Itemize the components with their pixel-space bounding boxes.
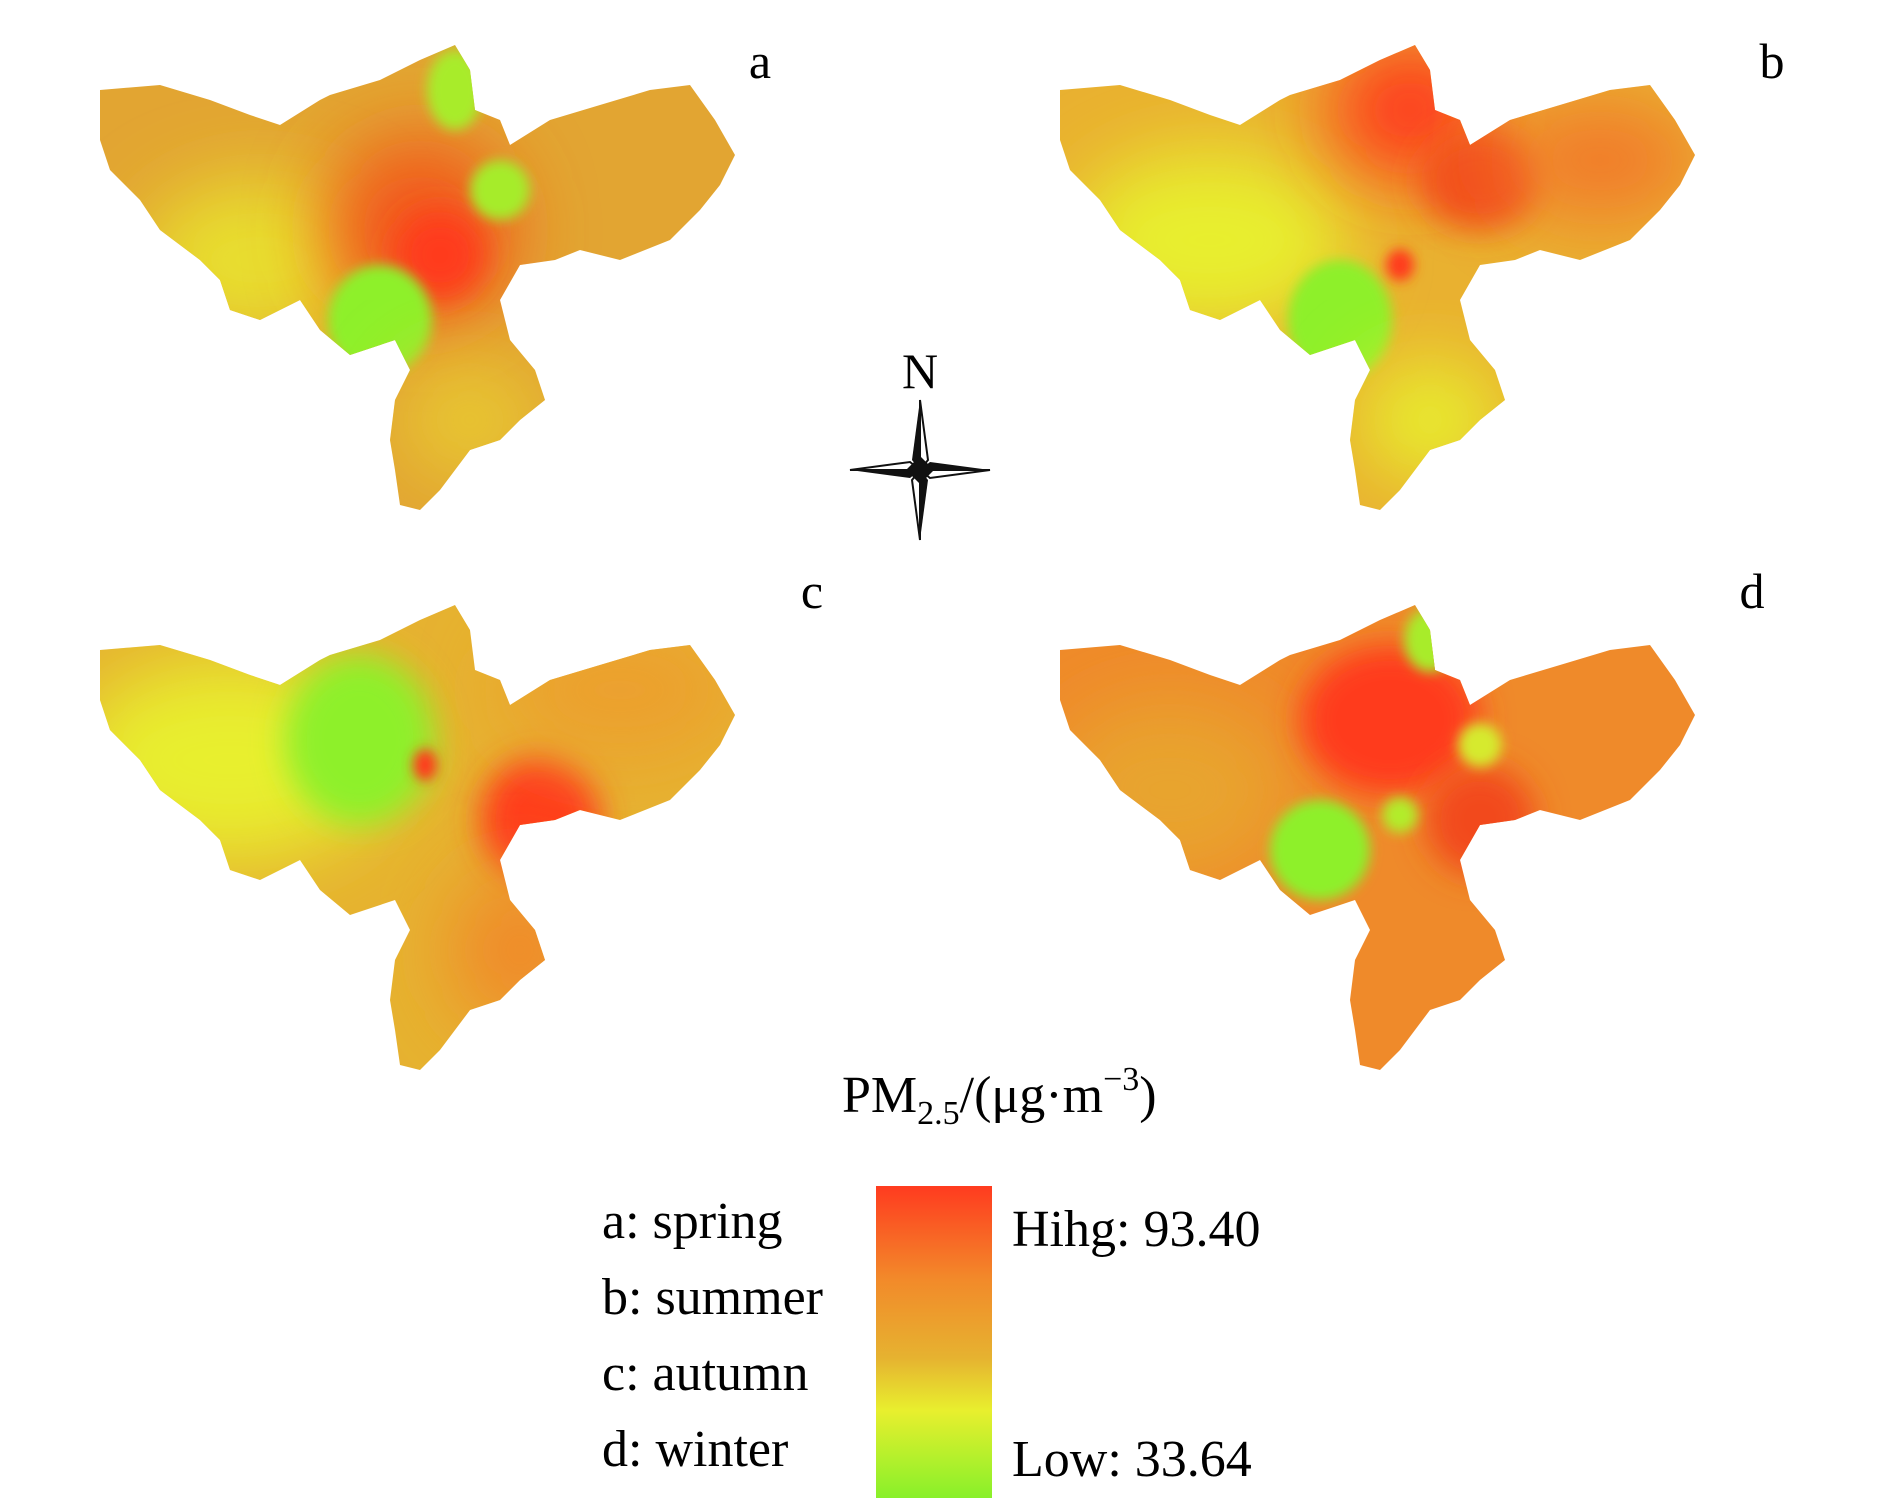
legend-high-label: Hihg: 93.40 (1012, 1201, 1260, 1258)
legend-title-mid: /(μg·m (960, 1067, 1103, 1124)
map-panel-winter: d (1060, 563, 1765, 1070)
season-key: a: spring b: summer c: autumn d: winter (602, 1193, 823, 1478)
season-key-spring: a: spring (602, 1193, 783, 1250)
north-label: N (902, 343, 938, 399)
season-key-winter: d: winter (602, 1421, 788, 1478)
map-panel-summer: b (1060, 33, 1785, 510)
legend-low-label: Low: 33.64 (1012, 1431, 1252, 1488)
legend-title-superscript: −3 (1103, 1061, 1139, 1098)
legend-title: PM2.5/(μg·m−3) (842, 1061, 1157, 1132)
legend-title-prefix: PM (842, 1067, 917, 1124)
color-ramp-legend: Hihg: 93.40 Low: 33.64 (876, 1186, 1260, 1498)
panel-letter-a: a (749, 33, 771, 89)
panel-letter-b: b (1760, 33, 1785, 89)
compass-south-point (920, 470, 928, 540)
season-key-autumn: c: autumn (602, 1345, 809, 1402)
color-ramp-bar (876, 1186, 992, 1498)
panel-letter-c: c (801, 563, 823, 619)
north-arrow: N (849, 343, 991, 541)
panel-letter-d: d (1740, 563, 1765, 619)
legend-title-subscript: 2.5 (917, 1095, 960, 1132)
season-key-summer: b: summer (602, 1269, 823, 1326)
compass-north-point (912, 400, 920, 470)
map-panel-spring: a (100, 33, 771, 510)
legend-title-suffix: ) (1139, 1067, 1156, 1124)
map-panel-autumn: c (100, 563, 823, 1070)
